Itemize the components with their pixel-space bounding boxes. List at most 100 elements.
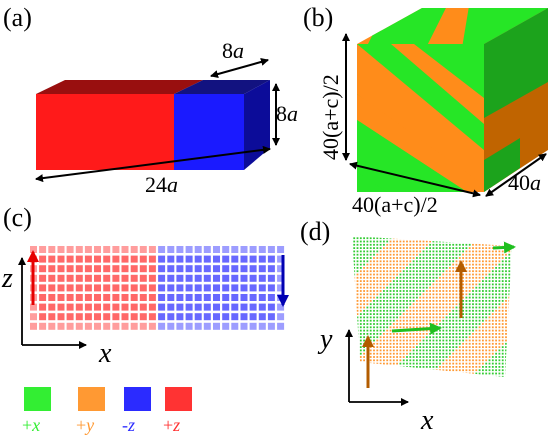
spin-cell — [249, 294, 257, 301]
spin-dot — [356, 243, 359, 246]
spin-dot — [452, 260, 455, 263]
spin-dot — [435, 323, 438, 325]
spin-dot — [482, 379, 484, 381]
spin-dot — [445, 326, 448, 329]
spin-dot — [416, 286, 418, 289]
spin-dot — [511, 362, 512, 365]
spin-dot — [383, 293, 385, 296]
spin-cell — [240, 322, 248, 330]
spin-dot — [452, 309, 455, 312]
spin-dot — [478, 260, 481, 263]
spin-dot — [498, 296, 501, 299]
spin-dot — [455, 362, 458, 365]
spin-dot — [446, 234, 448, 236]
spin-dot — [501, 303, 504, 306]
spin-dot — [373, 286, 375, 289]
spin-dot — [485, 240, 488, 243]
spin-dot — [406, 270, 408, 273]
spin-dot — [363, 359, 365, 362]
spin-dot — [392, 280, 395, 282]
spin-dot — [353, 257, 356, 259]
spin-dot — [491, 316, 494, 319]
spin-dot — [356, 319, 359, 322]
spin-dot — [432, 303, 435, 306]
spin-dot — [491, 250, 494, 253]
spin-dot — [482, 267, 484, 269]
spin-cell — [213, 303, 220, 311]
spin-dot — [392, 276, 395, 279]
spin-dot — [505, 296, 507, 299]
spin-cell — [94, 322, 101, 330]
spin-dot — [472, 369, 474, 372]
spin-dot — [498, 240, 501, 243]
spin-dot — [478, 326, 481, 329]
spin-dot — [501, 375, 504, 377]
spin-dot — [396, 379, 398, 381]
spin-dot — [432, 356, 435, 358]
spin-cell — [185, 303, 193, 311]
spin-cell — [203, 255, 211, 263]
spin-dot — [429, 379, 431, 381]
spin-dot — [458, 250, 461, 253]
spin-dot — [432, 286, 435, 289]
spin-cell — [231, 284, 239, 292]
spin-dot — [419, 306, 422, 309]
spin-cell — [103, 322, 111, 330]
spin-dot — [369, 333, 372, 335]
spin-cell — [222, 322, 230, 330]
spin-dot — [505, 339, 507, 342]
spin-dot — [472, 267, 474, 269]
spin-dot — [485, 253, 488, 256]
spin-dot — [416, 323, 418, 325]
spin-dot — [429, 280, 431, 282]
spin-dot — [412, 273, 415, 276]
spin-dot — [373, 300, 375, 302]
spin-dot — [412, 313, 415, 315]
spin-dot — [465, 257, 468, 259]
spin-cell — [130, 284, 138, 292]
spin-dot — [422, 240, 425, 243]
spin-dot — [498, 346, 501, 348]
spin-dot — [488, 309, 491, 312]
spin-dot — [458, 342, 461, 345]
spin-dot — [445, 293, 448, 296]
spin-dot — [511, 276, 512, 279]
spin-dot — [373, 362, 375, 365]
spin-dot — [373, 346, 375, 348]
spin-dot — [501, 339, 504, 342]
spin-cell — [130, 274, 138, 282]
spin-dot — [419, 286, 422, 289]
spin-dot — [369, 237, 372, 240]
spin-dot — [356, 316, 359, 319]
spin-dot — [425, 352, 428, 355]
spin-dot — [488, 280, 491, 282]
spin-dot — [416, 296, 418, 299]
spin-dot — [468, 250, 471, 253]
spin-dot — [455, 276, 458, 279]
spin-dot — [409, 323, 412, 325]
spin-dot — [402, 306, 405, 309]
spin-dot — [442, 243, 445, 246]
spin-dot — [425, 293, 428, 296]
spin-dot — [442, 352, 445, 355]
spin-dot — [478, 336, 481, 339]
spin-dot — [416, 240, 418, 243]
spin-dot — [468, 316, 471, 319]
spin-dot — [491, 267, 494, 269]
spin-dot — [425, 326, 428, 329]
spin-dot — [350, 333, 352, 335]
spin-dot — [501, 286, 504, 289]
spin-dot — [402, 257, 405, 259]
spin-dot — [422, 346, 425, 348]
spin-dot — [508, 369, 511, 372]
spin-dot — [369, 323, 372, 325]
spin-dot — [425, 296, 428, 299]
spin-dot — [488, 326, 491, 329]
spin-dot — [363, 296, 365, 299]
spin-dot — [376, 286, 379, 289]
spin-cell — [258, 303, 266, 311]
panel-d: (d) y x — [300, 217, 516, 436]
spin-dot — [389, 323, 392, 325]
spin-cell — [231, 255, 239, 263]
spin-dot — [485, 243, 488, 246]
